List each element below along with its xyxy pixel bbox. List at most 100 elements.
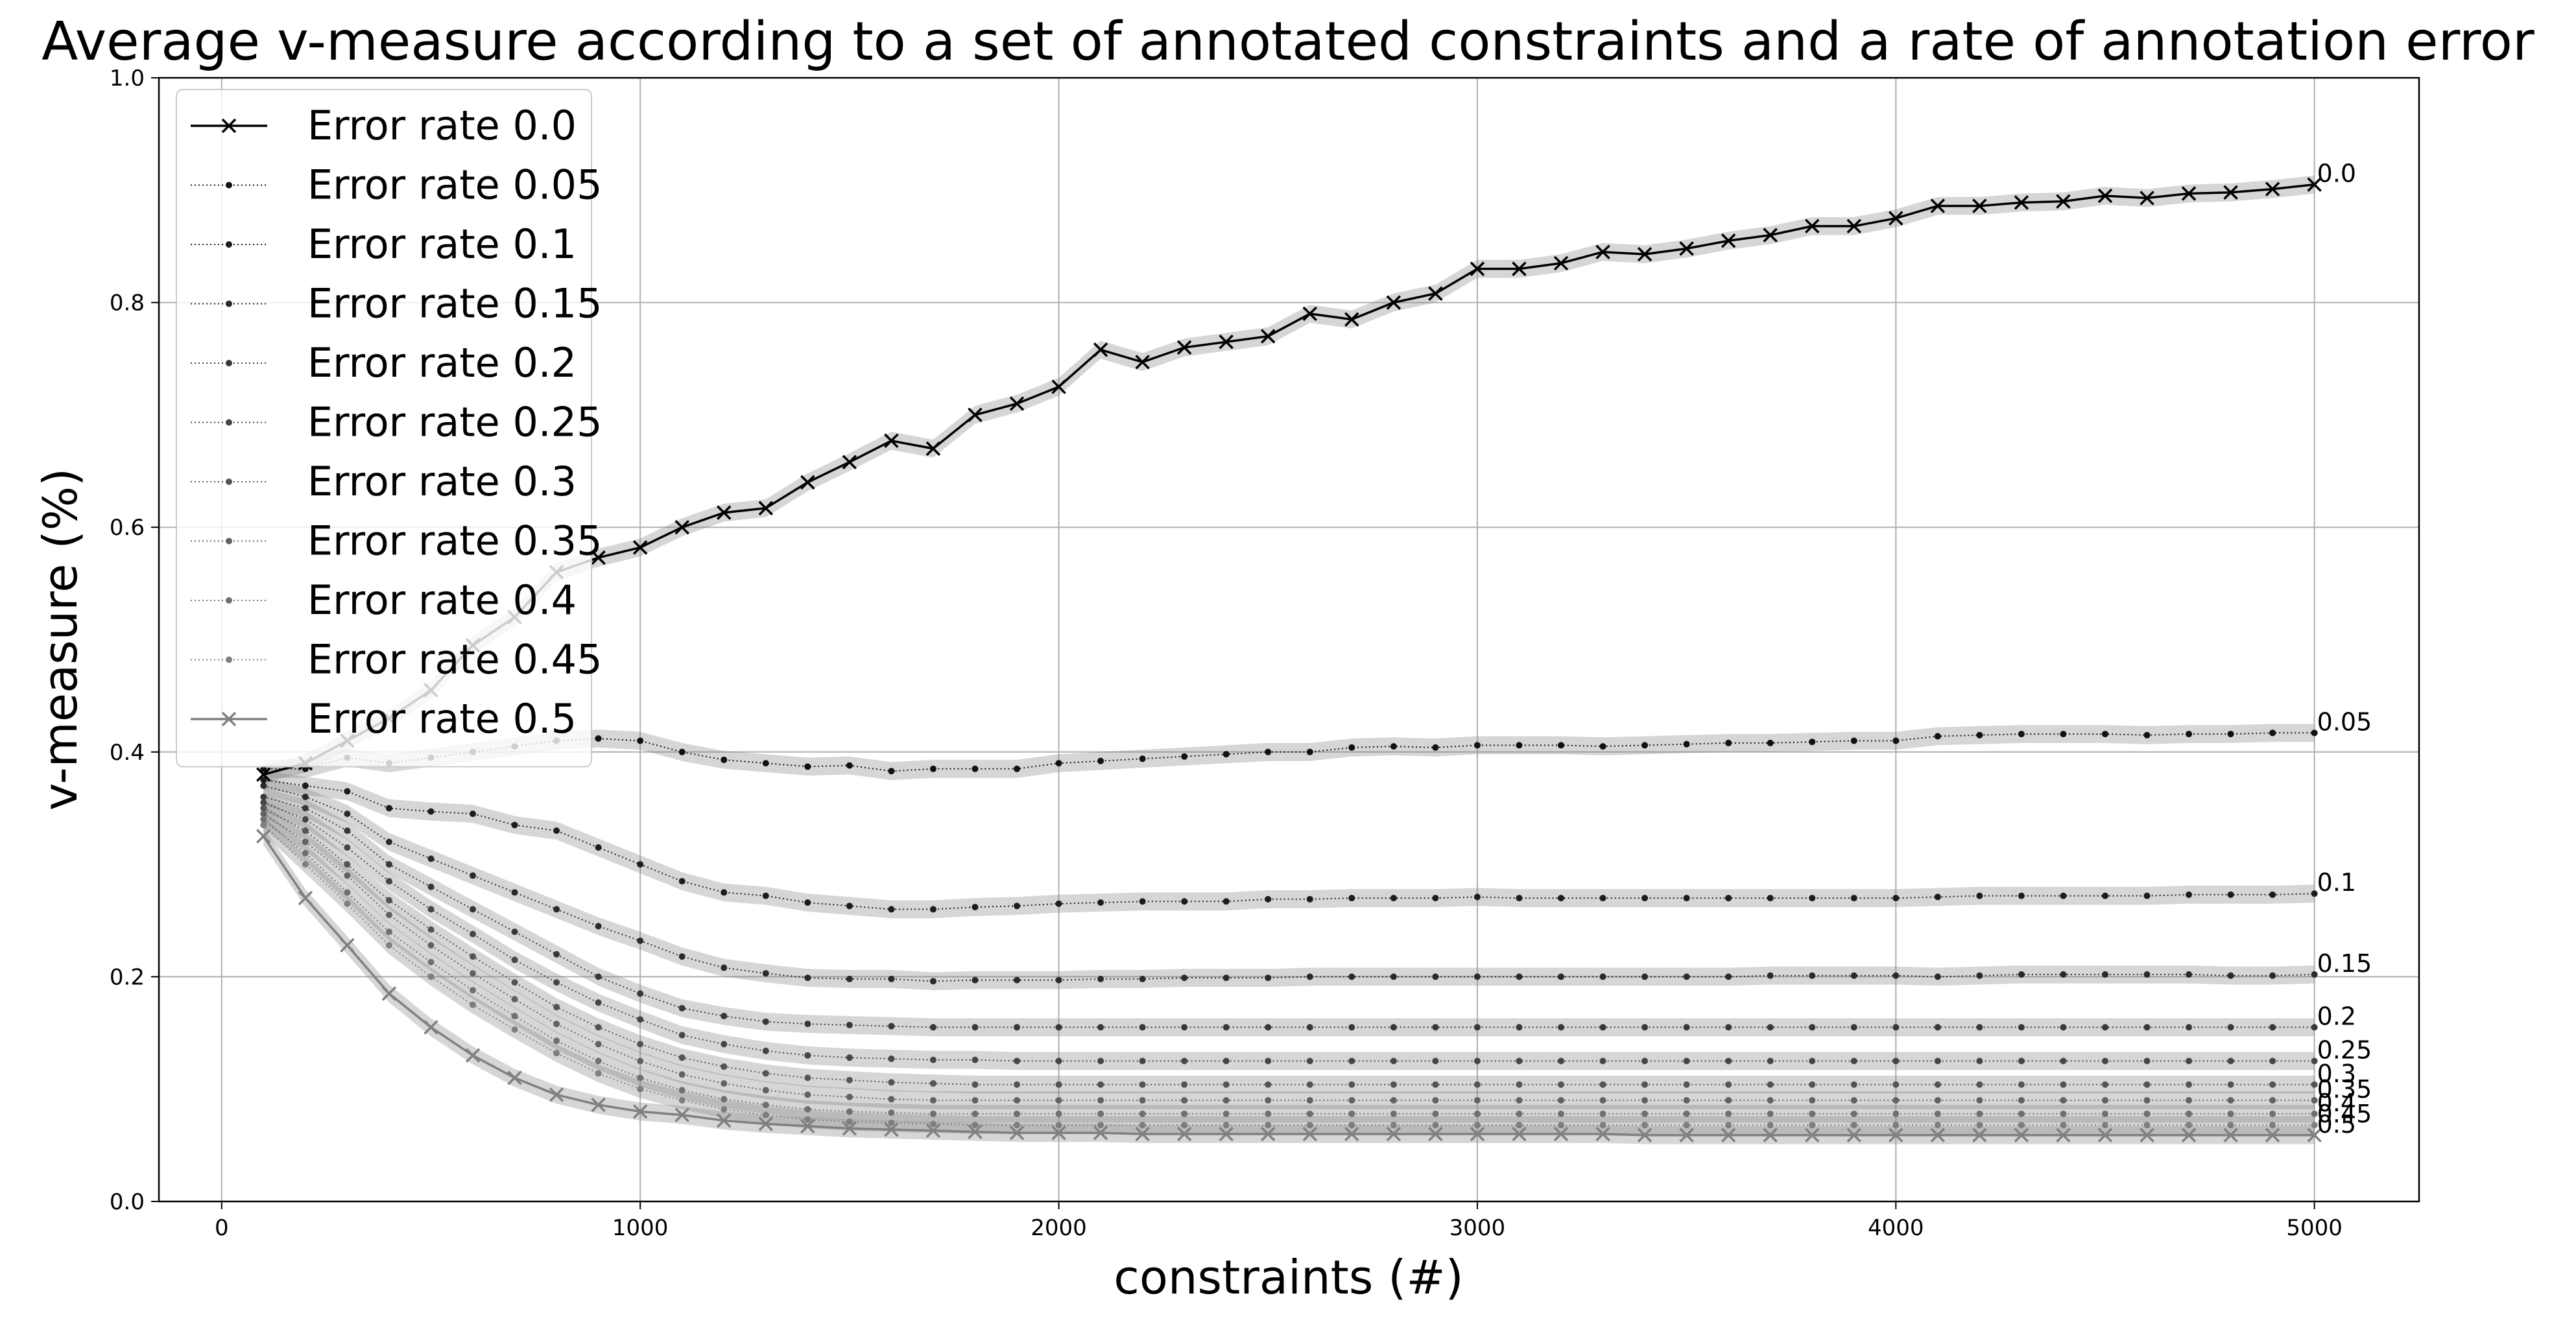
data-point [1599, 743, 1606, 750]
data-point [2143, 1081, 2151, 1088]
series-end-label: 0.2 [2317, 1002, 2356, 1030]
data-point [1432, 1058, 1439, 1065]
data-point [1097, 1024, 1104, 1031]
legend-swatch-marker [226, 597, 232, 604]
data-point [846, 1054, 853, 1061]
data-point [1892, 1024, 1900, 1031]
data-point [595, 735, 602, 742]
data-point [925, 441, 941, 456]
data-point [1014, 903, 1021, 910]
legend-entry-label: Error rate 0.15 [307, 280, 602, 327]
data-point [553, 1050, 560, 1057]
data-point [1473, 973, 1481, 980]
data-point [2269, 1024, 2276, 1031]
data-point [2265, 182, 2280, 196]
data-point [302, 805, 309, 812]
data-point [1055, 760, 1062, 767]
data-point [1302, 1126, 1318, 1142]
data-point [1976, 1110, 1983, 1117]
data-point [800, 475, 815, 490]
data-point [1055, 1122, 1062, 1129]
data-point [846, 762, 853, 769]
legend-swatch-marker [226, 538, 232, 545]
data-point [1390, 973, 1397, 980]
data-point [1850, 737, 1857, 744]
x-tick-label: 2000 [1031, 1215, 1087, 1241]
data-point [1473, 742, 1481, 749]
data-point [260, 782, 267, 789]
data-point [2227, 1024, 2234, 1031]
data-point [2060, 1097, 2067, 1104]
data-point [2186, 1110, 2193, 1117]
data-point [1055, 976, 1062, 984]
data-point [1473, 1122, 1481, 1129]
data-point [2269, 729, 2276, 737]
data-point [2269, 972, 2276, 979]
data-point [1428, 1126, 1443, 1142]
data-point [1804, 1128, 1820, 1142]
data-point [1557, 742, 1564, 749]
data-point [1348, 1110, 1355, 1117]
data-point [1265, 748, 1272, 755]
series-line [263, 796, 2315, 1028]
data-point [804, 975, 811, 982]
data-point [1763, 228, 1778, 242]
data-point [1181, 1097, 1188, 1104]
data-point [1222, 1081, 1230, 1088]
data-point [1386, 295, 1401, 310]
data-point [2018, 892, 2025, 899]
data-point [1222, 751, 1230, 758]
legend-entry-label: Error rate 0.2 [307, 339, 577, 386]
series-end-label: 0.45 [2317, 1100, 2372, 1128]
data-point [344, 900, 351, 907]
data-point [1014, 1097, 1021, 1104]
data-point [2265, 1128, 2280, 1142]
data-point [1432, 1097, 1439, 1104]
data-point [972, 903, 979, 910]
data-point [1557, 1058, 1564, 1065]
data-point [2227, 1097, 2234, 1104]
y-tick-label: 0.2 [110, 964, 145, 990]
data-point [721, 964, 728, 971]
data-point [1093, 342, 1108, 357]
data-point [1181, 1024, 1188, 1031]
data-point [2101, 1058, 2108, 1065]
data-point [1641, 1122, 1649, 1129]
legend-entry-label: Error rate 0.45 [307, 636, 602, 683]
data-point [1809, 1110, 1816, 1117]
data-point [1637, 246, 1652, 262]
data-point [385, 941, 392, 949]
data-point [1390, 1081, 1397, 1088]
data-point [1892, 1110, 1900, 1117]
data-point [1804, 219, 1820, 233]
data-point [2143, 1058, 2151, 1065]
data-point [1599, 1122, 1606, 1129]
data-point [1428, 286, 1443, 301]
data-point [1930, 1128, 1946, 1142]
data-point [1306, 1110, 1313, 1117]
data-point [256, 767, 271, 782]
data-point [1809, 1081, 1816, 1088]
data-point [1599, 1058, 1606, 1065]
series-end-label: 0.15 [2317, 949, 2372, 978]
data-point [1599, 1110, 1606, 1117]
data-point [1265, 895, 1272, 903]
data-point [721, 1096, 728, 1103]
data-point [2101, 1081, 2108, 1088]
data-point [2311, 971, 2318, 978]
data-point [2060, 1024, 2067, 1031]
data-point [1139, 1058, 1146, 1065]
series-end-label: 0.35 [2317, 1075, 2372, 1104]
data-point [1390, 1122, 1397, 1129]
data-point [2018, 1024, 2025, 1031]
data-point [1306, 1058, 1313, 1065]
legend-swatch-marker [226, 656, 232, 663]
legend-entry-label: Error rate 0.5 [307, 695, 577, 742]
data-point [1767, 1097, 1774, 1104]
data-point [1972, 198, 1987, 213]
data-point [511, 889, 518, 896]
data-point [721, 756, 728, 763]
data-point [1683, 1097, 1690, 1104]
data-point [591, 1097, 606, 1113]
data-point [1850, 1122, 1857, 1129]
